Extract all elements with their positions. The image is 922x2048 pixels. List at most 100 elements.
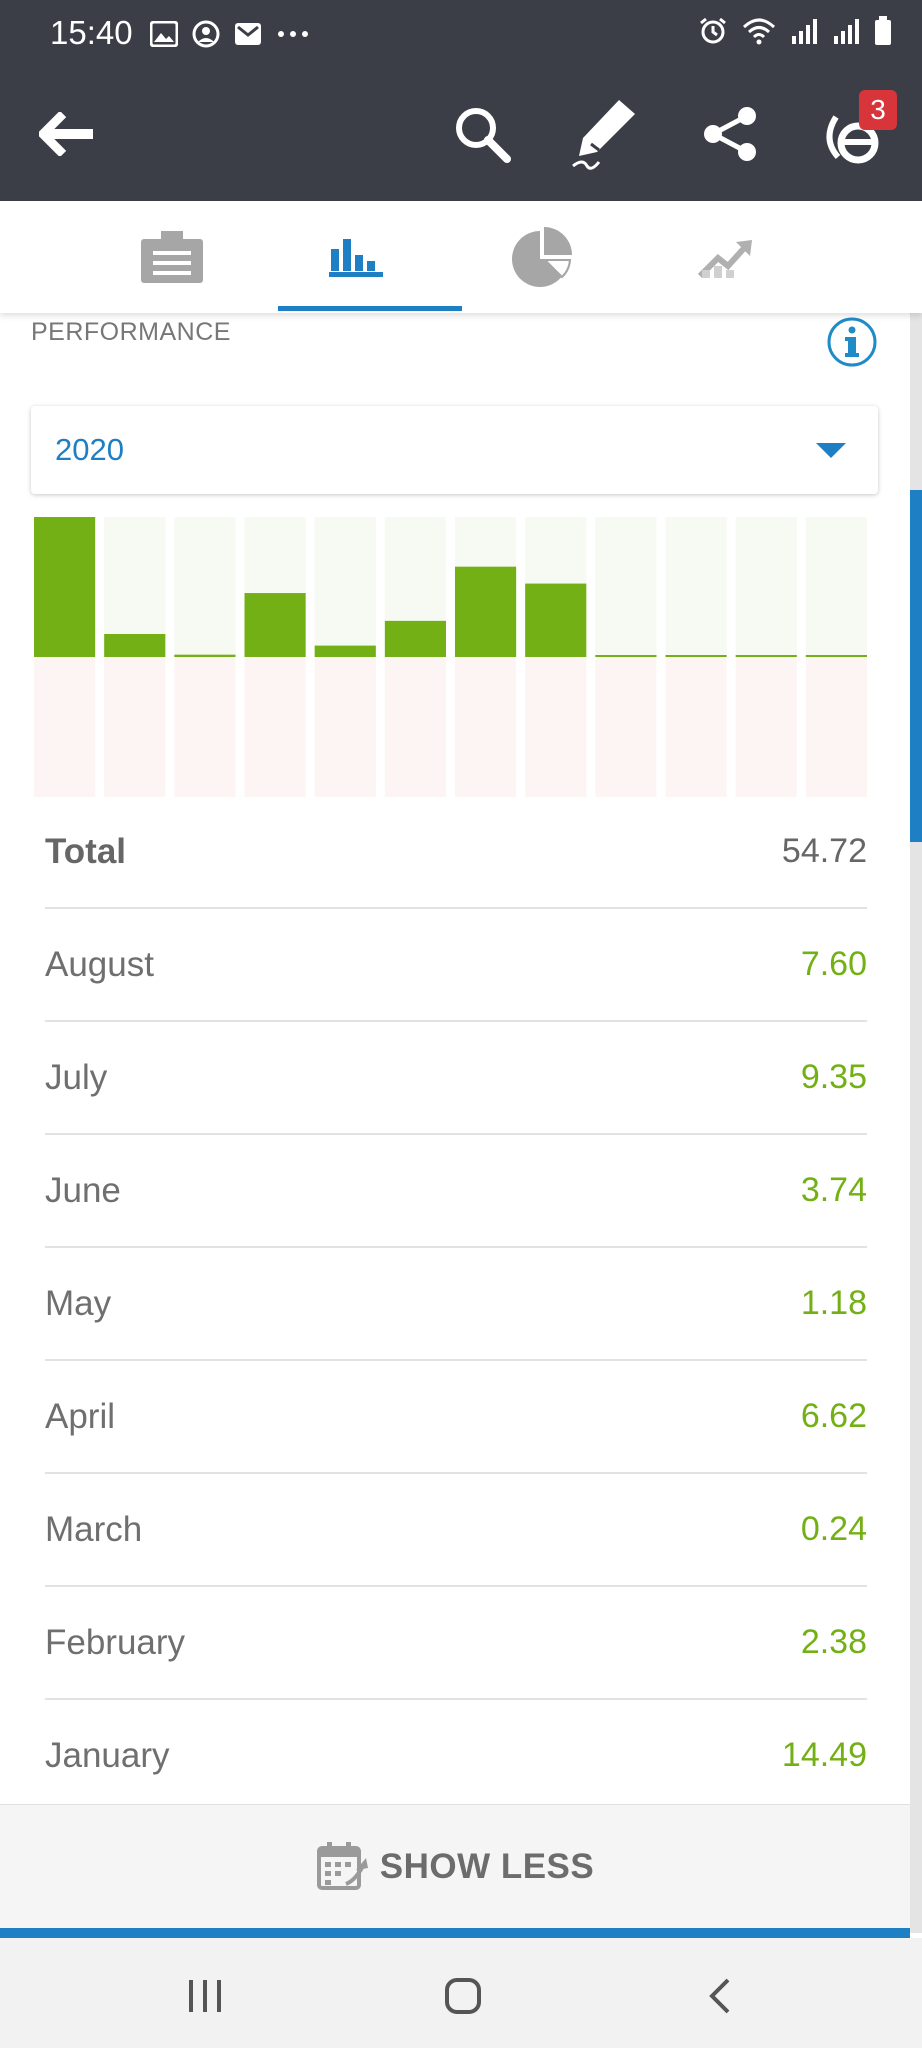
month-row: June 3.74 xyxy=(45,1135,867,1248)
month-label: August xyxy=(45,944,154,984)
info-button[interactable] xyxy=(826,316,878,368)
status-bar: 15:40 xyxy=(0,0,922,64)
show-less-button[interactable]: SHOW LESS xyxy=(0,1804,910,1929)
search-icon xyxy=(456,108,511,163)
chart-bar-june[interactable] xyxy=(384,620,446,657)
back-arrow-icon xyxy=(39,112,93,156)
chart-slot-negative-bg xyxy=(455,657,517,797)
month-row: July 9.35 xyxy=(45,1022,867,1135)
notifications-button[interactable]: 3 xyxy=(815,90,897,174)
month-label: January xyxy=(45,1735,170,1775)
month-row: April 6.62 xyxy=(45,1361,867,1474)
section-label: PERFORMANCE xyxy=(31,318,231,346)
search-button[interactable] xyxy=(442,94,522,174)
tab-allocation[interactable] xyxy=(450,201,634,313)
total-label: Total xyxy=(45,831,127,871)
scrollbar-thumb[interactable] xyxy=(910,490,922,842)
show-less-label: SHOW LESS xyxy=(379,1847,595,1886)
month-label: July xyxy=(45,1057,108,1097)
tab-bar xyxy=(0,201,922,313)
month-label: May xyxy=(45,1283,112,1323)
month-value: 2.38 xyxy=(800,1623,867,1661)
pie-chart-icon xyxy=(512,227,572,287)
month-value: 3.74 xyxy=(800,1171,867,1209)
month-value: 9.35 xyxy=(800,1058,867,1096)
recent-apps-button[interactable] xyxy=(175,1966,235,2026)
chart-bar-april[interactable] xyxy=(244,593,306,657)
chart-slot-negative-bg xyxy=(244,657,306,797)
month-value: 14.49 xyxy=(781,1736,867,1774)
briefcase-icon xyxy=(141,231,203,283)
status-right-icons xyxy=(698,16,892,46)
chart-bar-december[interactable] xyxy=(805,655,867,657)
tab-indicator xyxy=(278,306,462,311)
tab-portfolio[interactable] xyxy=(80,201,264,313)
chart-slot-negative-bg xyxy=(735,657,797,797)
month-label: April xyxy=(45,1396,116,1436)
status-time: 15:40 xyxy=(50,14,133,51)
month-value: 7.60 xyxy=(800,945,867,983)
chart-bar-september[interactable] xyxy=(595,655,657,657)
edit-button[interactable] xyxy=(566,94,646,174)
home-button[interactable] xyxy=(433,1966,493,2026)
notification-badge: 3 xyxy=(859,90,897,130)
year-select-value: 2020 xyxy=(55,432,124,467)
bar-chart-icon xyxy=(329,239,383,277)
wifi-icon xyxy=(742,18,776,45)
trend-up-icon xyxy=(698,240,752,278)
year-select[interactable]: 2020 xyxy=(31,406,878,494)
chart-slot-negative-bg xyxy=(595,657,657,797)
chart-bar-october[interactable] xyxy=(665,655,727,657)
chart-slot-positive-bg xyxy=(314,517,376,657)
chart-slot-negative-bg xyxy=(384,657,446,797)
total-row: Total 54.72 xyxy=(45,796,867,909)
share-button[interactable] xyxy=(690,94,770,174)
tab-trend[interactable] xyxy=(634,201,818,313)
share-icon xyxy=(704,107,756,161)
month-value: 0.24 xyxy=(800,1510,867,1548)
chart-bar-august[interactable] xyxy=(525,583,587,657)
month-value: 6.62 xyxy=(800,1397,867,1435)
month-row: January 14.49 xyxy=(45,1700,867,1811)
month-label: June xyxy=(45,1170,121,1210)
signal-roaming-icon xyxy=(834,19,859,44)
chart-bar-july[interactable] xyxy=(455,566,517,657)
recent-apps-icon xyxy=(189,1980,221,2012)
mail-icon xyxy=(235,23,261,45)
image-icon xyxy=(150,21,178,47)
account-circle-icon xyxy=(192,20,220,48)
signal-icon xyxy=(792,19,817,44)
chart-bar-february[interactable] xyxy=(104,634,166,657)
chart-bar-january[interactable] xyxy=(34,517,96,657)
tab-performance[interactable] xyxy=(264,201,448,313)
chart-bar-november[interactable] xyxy=(735,655,797,657)
back-button[interactable] xyxy=(27,94,107,174)
chart-slot-negative-bg xyxy=(805,657,867,797)
month-row: February 2.38 xyxy=(45,1587,867,1700)
nav-back-button[interactable] xyxy=(690,1966,750,2026)
chart-bar-march[interactable] xyxy=(174,654,236,657)
chart-slot-negative-bg xyxy=(104,657,166,797)
chart-slot-positive-bg xyxy=(805,517,867,657)
performance-chart xyxy=(34,517,867,797)
chart-slot-positive-bg xyxy=(595,517,657,657)
month-label: March xyxy=(45,1509,143,1549)
performance-list: Total 54.72 August 7.60 July 9.35 June 3.74 May 1… xyxy=(45,796,867,1811)
battery-icon xyxy=(875,16,891,45)
month-row: May 1.18 xyxy=(45,1248,867,1361)
back-icon xyxy=(709,1978,730,2014)
calendar-icon xyxy=(316,1842,368,1890)
chart-slot-negative-bg xyxy=(665,657,727,797)
month-row: March 0.24 xyxy=(45,1474,867,1587)
system-nav-bar xyxy=(0,1938,922,2048)
chart-slot-positive-bg xyxy=(104,517,166,657)
chevron-down-icon xyxy=(816,443,846,458)
chart-slot-negative-bg xyxy=(34,657,96,797)
chart-bar-may[interactable] xyxy=(314,645,376,657)
app-bar: 3 xyxy=(0,64,922,201)
total-value: 54.72 xyxy=(781,832,867,870)
chart-slot-positive-bg xyxy=(735,517,797,657)
chart-slot-positive-bg xyxy=(665,517,727,657)
info-icon xyxy=(827,317,877,367)
month-row: August 7.60 xyxy=(45,909,867,1022)
